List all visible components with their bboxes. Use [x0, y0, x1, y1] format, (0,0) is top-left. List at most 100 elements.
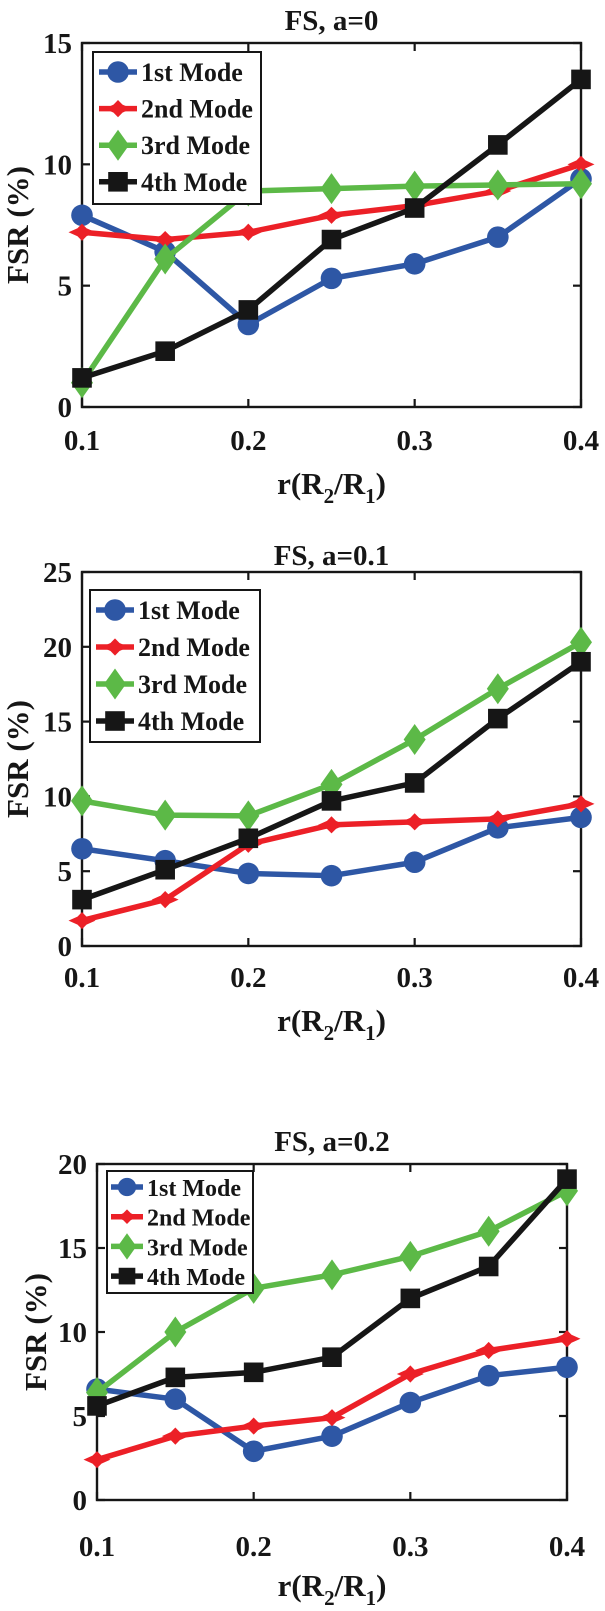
legend-marker-3rd-mode	[104, 668, 126, 700]
legend: 1st Mode 2nd Mode 3rd Mode 4th Mode	[89, 589, 261, 743]
x-tick-label: 0.2	[236, 1531, 272, 1563]
chart-0-canvas: FS, a=0 FSR (%) 0.1 0.2 0.3 0.4 0 5 10 15 r(R2/R1)…	[0, 5, 599, 508]
y-tick-label: 15	[43, 28, 72, 60]
legend-label: 3rd Mode	[141, 131, 250, 160]
y-tick-label: 20	[58, 1149, 87, 1181]
y-tick-label: 5	[58, 271, 73, 303]
data-point-1st-mode	[71, 837, 93, 860]
y-axis-label: FSR (%)	[18, 1273, 53, 1391]
legend: 1st Mode 2nd Mode 3rd Mode 4th Mode	[106, 1170, 254, 1294]
data-point-2nd-mode	[83, 1451, 111, 1469]
data-point-4th-mode	[155, 341, 175, 361]
y-tick-label: 0	[58, 931, 73, 963]
data-point-4th-mode	[238, 828, 259, 849]
data-point-4th-mode	[488, 135, 508, 155]
data-point-3rd-mode	[477, 1215, 500, 1247]
legend-marker-4th-mode	[105, 711, 125, 731]
y-tick-label: 10	[43, 149, 72, 181]
y-axis-label: FSR (%)	[0, 700, 35, 818]
data-point-1st-mode	[71, 204, 93, 227]
legend-label: 4th Mode	[141, 168, 247, 197]
legend-marker-2nd-mode	[115, 1209, 139, 1225]
y-tick-label: 10	[58, 1317, 87, 1349]
data-point-1st-mode	[237, 862, 260, 885]
legend-marker-2nd-mode	[101, 638, 129, 656]
data-point-3rd-mode	[164, 1316, 187, 1348]
data-point-2nd-mode	[161, 1427, 189, 1445]
legend-item-2nd-mode: 2nd Mode	[96, 633, 250, 662]
y-tick-label: 20	[43, 632, 72, 664]
data-point-3rd-mode	[399, 1240, 422, 1272]
legend-marker-4th-mode	[108, 172, 128, 192]
data-point-1st-mode	[556, 1356, 578, 1379]
legend-label: 1st Mode	[138, 596, 240, 625]
legend-label: 4th Mode	[147, 1265, 245, 1291]
legend-marker-3rd-mode	[107, 129, 129, 161]
chart-title: FS, a=0	[285, 5, 379, 37]
data-point-2nd-mode	[401, 813, 429, 831]
legend-item-3rd-mode: 3rd Mode	[111, 1233, 248, 1261]
data-point-3rd-mode	[486, 169, 509, 201]
data-point-1st-mode	[321, 1425, 343, 1447]
x-tick-label: 0.4	[563, 962, 599, 994]
data-point-4th-mode	[404, 773, 425, 793]
legend-marker-1st-mode	[104, 599, 126, 621]
series-4th-mode	[87, 1169, 577, 1416]
chart-title: FS, a=0.2	[274, 1126, 390, 1158]
legend-marker-1st-mode	[107, 61, 129, 83]
data-point-4th-mode	[72, 889, 92, 910]
x-axis-label: r(R2/R1)	[278, 1568, 387, 1606]
data-point-1st-mode	[320, 864, 343, 887]
legend-item-2nd-mode: 2nd Mode	[99, 95, 253, 124]
legend-marker-3rd-mode	[117, 1233, 137, 1260]
legend: 1st Mode 2nd Mode 3rd Mode 4th Mode	[92, 51, 262, 205]
x-axis-label: r(R2/R1)	[277, 1003, 386, 1045]
data-point-3rd-mode	[71, 785, 93, 817]
data-point-1st-mode	[164, 1388, 187, 1410]
data-point-1st-mode	[320, 267, 343, 290]
data-point-4th-mode	[321, 791, 342, 811]
legend-item-3rd-mode: 3rd Mode	[96, 668, 247, 700]
data-point-2nd-mode	[553, 1330, 581, 1348]
legend-item-1st-mode: 1st Mode	[96, 596, 240, 625]
data-point-3rd-mode	[321, 1259, 343, 1291]
x-tick-label: 0.1	[64, 425, 100, 457]
legend-marker-4th-mode	[118, 1267, 136, 1285]
data-point-4th-mode	[488, 708, 508, 729]
data-point-4th-mode	[155, 859, 175, 880]
data-point-1st-mode	[570, 806, 592, 829]
data-point-4th-mode	[404, 198, 425, 218]
legend-label: 2nd Mode	[141, 95, 253, 124]
y-tick-label: 25	[43, 557, 72, 589]
legend-item-4th-mode: 4th Mode	[99, 168, 247, 197]
legend-label: 4th Mode	[138, 707, 244, 736]
data-point-2nd-mode	[318, 1409, 346, 1427]
data-point-1st-mode	[477, 1364, 500, 1387]
chart-1-canvas: FS, a=0.1 FSR (%) 0.1 0.2 0.3 0.4 0 5 10 15 20 25 r(…	[0, 540, 599, 1045]
data-point-2nd-mode	[151, 230, 179, 249]
legend-label: 2nd Mode	[138, 633, 250, 662]
axes: 0.1 0.2 0.3 0.4 0 5 10 15	[43, 28, 599, 457]
data-point-4th-mode	[322, 1347, 342, 1367]
legend-item-1st-mode: 1st Mode	[99, 58, 243, 87]
data-point-4th-mode	[87, 1396, 107, 1416]
plot-border	[80, 570, 583, 948]
y-tick-label: 10	[43, 781, 72, 813]
y-tick-label: 0	[58, 392, 73, 424]
data-point-4th-mode	[321, 229, 342, 250]
legend-item-2nd-mode: 2nd Mode	[111, 1206, 251, 1232]
data-point-4th-mode	[571, 651, 591, 672]
chart-fs-a0: FS, a=0 FSR (%) 0.1 0.2 0.3 0.4 0 5 10 15 r(R2/R1)…	[0, 0, 605, 520]
data-point-4th-mode	[571, 69, 591, 90]
data-point-3rd-mode	[154, 799, 177, 831]
data-point-2nd-mode	[151, 891, 179, 909]
data-point-2nd-mode	[68, 223, 96, 241]
y-tick-label: 5	[58, 856, 73, 888]
x-tick-label: 0.2	[230, 962, 266, 994]
data-point-3rd-mode	[403, 170, 426, 202]
legend-label: 2nd Mode	[147, 1206, 251, 1232]
x-tick-label: 0.1	[79, 1531, 115, 1563]
x-tick-label: 0.4	[549, 1531, 585, 1563]
series-4th-mode	[72, 69, 591, 388]
data-point-1st-mode	[242, 1440, 265, 1463]
